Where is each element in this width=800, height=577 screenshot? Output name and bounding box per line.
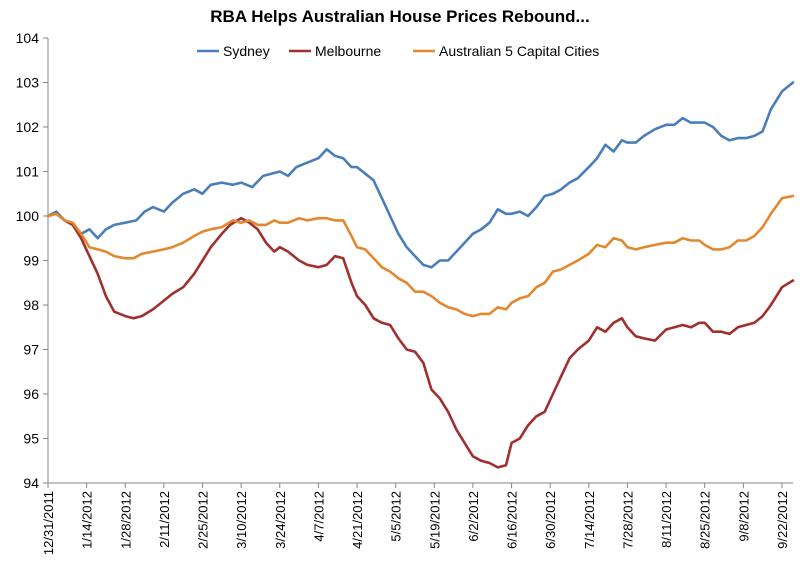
y-tick-label: 104 bbox=[16, 30, 40, 46]
x-tick-label: 12/31/2011 bbox=[41, 491, 56, 555]
y-tick-label: 100 bbox=[16, 208, 40, 224]
legend: Sydney Melbourne Australian 5 Capital Citi… bbox=[197, 43, 599, 59]
x-tick-label: 4/7/2012 bbox=[311, 491, 326, 542]
series-line-sydney bbox=[46, 81, 795, 269]
y-tick-label: 103 bbox=[16, 75, 40, 91]
x-tick-label: 6/2/2012 bbox=[466, 491, 481, 542]
y-tick-label: 94 bbox=[23, 475, 39, 491]
x-tick-label: 5/5/2012 bbox=[389, 491, 404, 542]
x-tick-label: 6/16/2012 bbox=[505, 491, 520, 549]
x-tick-label: 2/25/2012 bbox=[196, 491, 211, 549]
x-tick-label: 5/19/2012 bbox=[427, 491, 442, 549]
x-tick-label: 6/30/2012 bbox=[543, 491, 558, 549]
y-tick-label: 101 bbox=[16, 164, 40, 180]
x-tick-label: 1/28/2012 bbox=[118, 491, 133, 549]
legend-label-melbourne: Melbourne bbox=[315, 43, 381, 59]
x-tick-label: 9/22/2012 bbox=[775, 491, 790, 549]
y-tick-label: 99 bbox=[23, 253, 39, 269]
x-tick-label: 2/11/2012 bbox=[157, 491, 172, 548]
chart-title: RBA Helps Australian House Prices Reboun… bbox=[210, 7, 589, 26]
x-tick-label: 8/11/2012 bbox=[659, 491, 674, 548]
x-tick-label: 7/14/2012 bbox=[582, 491, 597, 549]
y-tick-label: 102 bbox=[16, 119, 40, 135]
x-tick-label: 8/25/2012 bbox=[698, 491, 713, 549]
x-tick-label: 1/14/2012 bbox=[80, 491, 95, 549]
x-tick-label: 9/8/2012 bbox=[736, 491, 751, 542]
plot-lines bbox=[46, 81, 795, 469]
x-axis: 12/31/2011 1/14/2012 1/28/2012 2/11/2012 2/2… bbox=[41, 482, 793, 555]
x-tick-label: 3/10/2012 bbox=[234, 491, 249, 549]
y-tick-label: 96 bbox=[23, 386, 39, 402]
y-tick-label: 95 bbox=[23, 431, 39, 447]
x-tick-label: 4/21/2012 bbox=[350, 491, 365, 549]
x-tick-label: 7/28/2012 bbox=[620, 491, 635, 549]
series-line-melbourne bbox=[46, 212, 795, 469]
y-tick-label: 97 bbox=[23, 342, 39, 358]
y-tick-label: 98 bbox=[23, 297, 39, 313]
legend-label-sydney: Sydney bbox=[223, 43, 270, 59]
series-line-australian-5-capital-cities bbox=[46, 194, 795, 318]
y-axis: 94 95 96 97 98 99 100 101 102 103 104 bbox=[16, 30, 49, 491]
x-tick-label: 3/24/2012 bbox=[273, 491, 288, 549]
legend-label-australian-5-capital-cities: Australian 5 Capital Cities bbox=[439, 43, 599, 59]
